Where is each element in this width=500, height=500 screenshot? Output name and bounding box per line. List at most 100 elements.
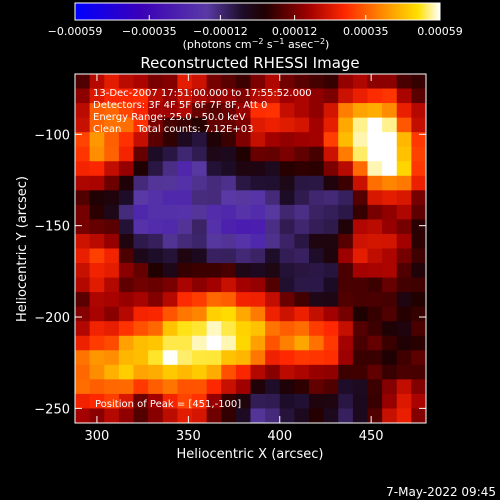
heatmap-cell bbox=[411, 350, 426, 366]
heatmap-cell bbox=[294, 321, 310, 337]
heatmap-cell bbox=[89, 74, 105, 90]
heatmap-cell bbox=[206, 233, 222, 250]
heatmap-cell bbox=[177, 379, 193, 395]
heatmap-cell bbox=[104, 321, 120, 337]
colorbar-ticks: −0.00059 −0.00035 −0.00012 0.00012 0.00035 0.… bbox=[48, 15, 463, 38]
heatmap-cell bbox=[265, 117, 281, 133]
heatmap-cell bbox=[382, 146, 398, 162]
heatmap-cell bbox=[309, 364, 325, 380]
heatmap-cell bbox=[162, 146, 178, 162]
y-tick-label: −100 bbox=[34, 128, 70, 143]
heatmap-cell bbox=[177, 350, 193, 366]
heatmap-cell bbox=[118, 321, 135, 337]
heatmap-cell bbox=[411, 292, 426, 308]
heatmap-cell bbox=[411, 132, 426, 148]
heatmap-cell bbox=[323, 103, 339, 119]
heatmap-cell bbox=[133, 103, 149, 119]
heatmap-cell bbox=[235, 175, 252, 191]
heatmap-cell bbox=[221, 408, 237, 423]
heatmap-cell bbox=[118, 74, 135, 90]
heatmap-cell bbox=[148, 204, 164, 221]
heatmap-cell bbox=[338, 393, 354, 410]
heatmap-cell bbox=[396, 161, 412, 177]
heatmap-cell bbox=[148, 132, 164, 148]
heatmap-cell bbox=[309, 103, 325, 119]
heatmap-cell bbox=[133, 393, 149, 410]
heatmap-cell bbox=[411, 88, 426, 104]
colorbar-tick-label: −0.00012 bbox=[193, 25, 248, 38]
heatmap-cell bbox=[206, 74, 222, 90]
heatmap-cell bbox=[294, 379, 310, 395]
heatmap-cell bbox=[206, 190, 222, 206]
heatmap-cell bbox=[367, 146, 383, 162]
heatmap-cell bbox=[396, 364, 412, 380]
heatmap-cell bbox=[148, 321, 164, 337]
heatmap-cell bbox=[250, 161, 266, 177]
heatmap-cell bbox=[294, 233, 310, 250]
heatmap-cell bbox=[367, 350, 383, 366]
heatmap-cell bbox=[352, 204, 369, 221]
heatmap-cell bbox=[309, 248, 325, 264]
heatmap-cell bbox=[294, 74, 310, 90]
heatmap-cell bbox=[177, 364, 193, 380]
heatmap-cell bbox=[206, 335, 222, 351]
footer-timestamp: 7-May-2022 09:45 bbox=[386, 485, 496, 499]
heatmap-cell bbox=[382, 190, 398, 206]
heatmap-cell bbox=[148, 277, 164, 293]
heatmap-cell bbox=[192, 379, 208, 395]
heatmap-cell bbox=[323, 88, 339, 104]
heatmap-cell bbox=[235, 161, 252, 177]
heatmap-cell bbox=[396, 132, 412, 148]
heatmap-cell bbox=[192, 74, 208, 90]
heatmap-cell bbox=[265, 204, 281, 221]
heatmap-cell bbox=[396, 88, 412, 104]
heatmap-cell bbox=[192, 321, 208, 337]
heatmap-cell bbox=[309, 146, 325, 162]
heatmap-cell bbox=[133, 219, 149, 235]
heatmap-cell bbox=[177, 74, 193, 90]
heatmap-cell bbox=[309, 393, 325, 410]
heatmap-cell bbox=[206, 103, 222, 119]
heatmap-cell bbox=[279, 146, 295, 162]
heatmap-cell bbox=[367, 277, 383, 293]
heatmap-cell bbox=[221, 103, 237, 119]
heatmap-cell bbox=[177, 175, 193, 191]
heatmap-cell bbox=[221, 88, 237, 104]
heatmap-cell bbox=[382, 393, 398, 410]
heatmap-cell bbox=[235, 350, 252, 366]
heatmap-cell bbox=[352, 364, 369, 380]
heatmap-cell bbox=[352, 306, 369, 322]
heatmap-cell bbox=[162, 175, 178, 191]
heatmap-cell bbox=[192, 277, 208, 293]
heatmap-cell bbox=[323, 350, 339, 366]
heatmap-cell bbox=[265, 350, 281, 366]
heatmap-cell bbox=[177, 219, 193, 235]
heatmap-cell bbox=[206, 263, 222, 279]
heatmap-cell bbox=[104, 277, 120, 293]
heatmap-cell bbox=[382, 248, 398, 264]
heatmap-cell bbox=[133, 248, 149, 264]
heatmap-cell bbox=[411, 364, 426, 380]
colorbar: −0.00059 −0.00035 −0.00012 0.00012 0.00035 0.… bbox=[48, 2, 463, 51]
heatmap-cell bbox=[367, 306, 383, 322]
heatmap-cell bbox=[367, 204, 383, 221]
heatmap-cell bbox=[382, 74, 398, 90]
heatmap-cell bbox=[118, 306, 135, 322]
heatmap-cell bbox=[162, 161, 178, 177]
heatmap-cell bbox=[104, 103, 120, 119]
y-axis-label: Heliocentric Y (arcsec) bbox=[15, 176, 30, 322]
colorbar-tick-label: −0.00059 bbox=[48, 25, 103, 38]
heatmap-cell bbox=[250, 146, 266, 162]
heatmap-cell bbox=[221, 117, 237, 133]
y-tick-label: −150 bbox=[34, 220, 70, 235]
heatmap-cell bbox=[221, 379, 237, 395]
heatmap-cell bbox=[118, 204, 135, 221]
heatmap-cell bbox=[411, 408, 426, 423]
heatmap-cell bbox=[352, 263, 369, 279]
heatmap-cell bbox=[235, 364, 252, 380]
heatmap-cell bbox=[250, 335, 266, 351]
heatmap-cell bbox=[265, 161, 281, 177]
heatmap-cell bbox=[177, 306, 193, 322]
heatmap-cell bbox=[352, 248, 369, 264]
heatmap-cell bbox=[118, 379, 135, 395]
